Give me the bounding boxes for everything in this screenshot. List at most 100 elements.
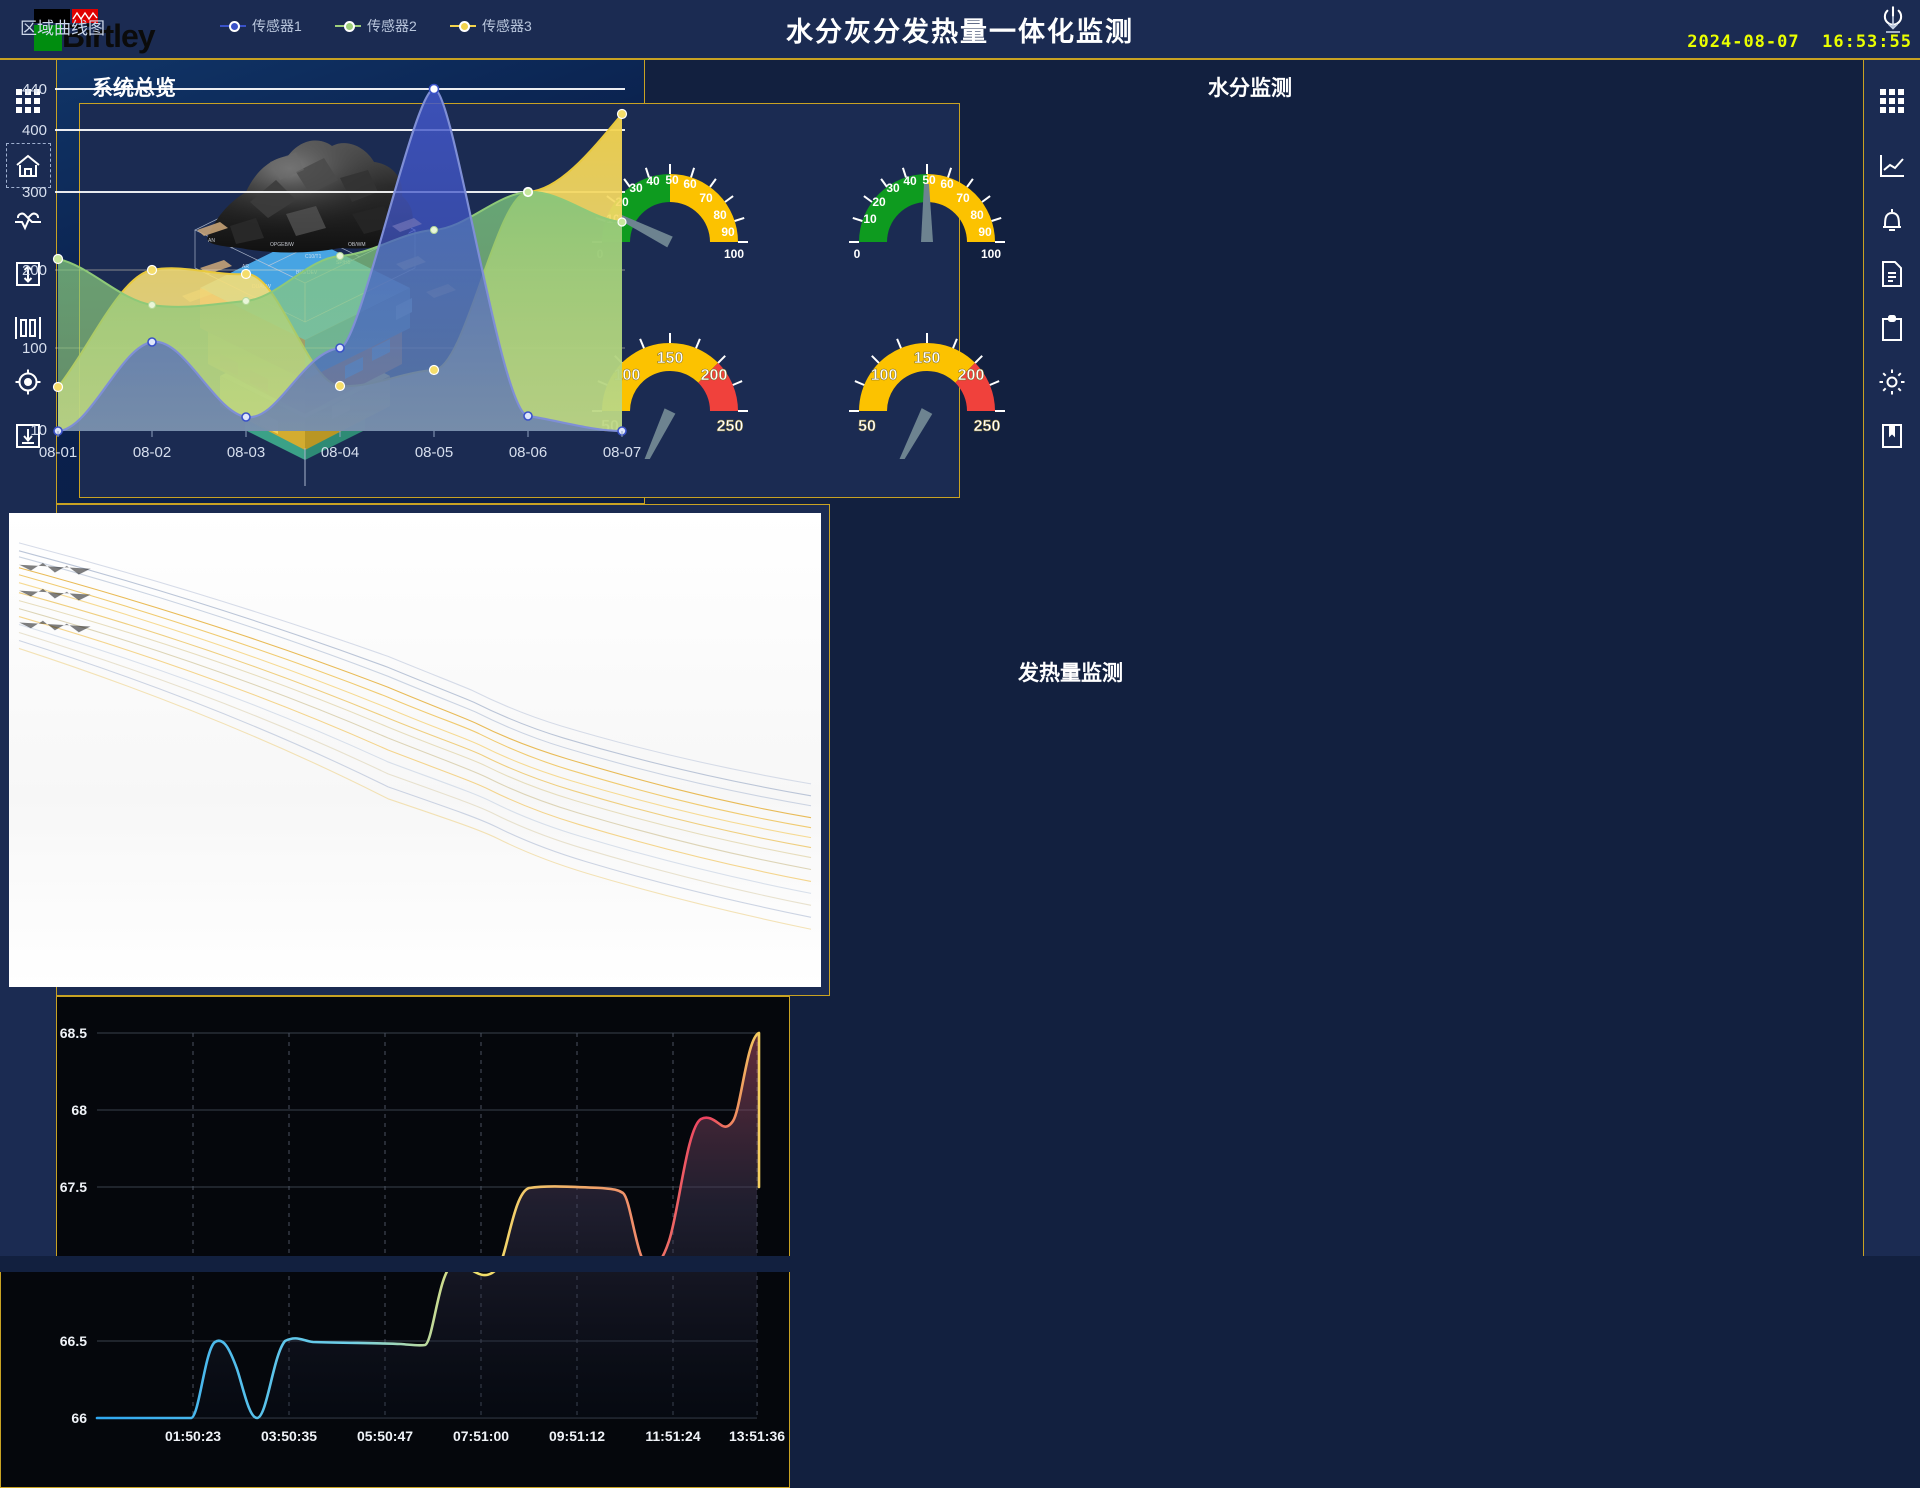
legend-marker-sensor3 xyxy=(450,21,476,32)
bookmark-icon xyxy=(1880,423,1904,449)
legend-item-sensor3[interactable]: 传感器3 xyxy=(450,16,532,36)
grid-icon xyxy=(1879,88,1905,114)
svg-text:30: 30 xyxy=(629,181,643,195)
svg-text:200: 200 xyxy=(22,262,47,279)
svg-text:08-05: 08-05 xyxy=(415,444,453,461)
target-icon xyxy=(15,369,41,395)
sidebar-item-statistics[interactable] xyxy=(6,305,51,350)
bell-icon xyxy=(1879,207,1905,233)
sidebar-item-reports[interactable] xyxy=(1870,251,1915,296)
svg-text:OB/WM: OB/WM xyxy=(348,242,366,248)
svg-text:80: 80 xyxy=(713,208,727,222)
svg-text:08-07: 08-07 xyxy=(603,444,641,461)
svg-text:68.5: 68.5 xyxy=(60,1025,87,1041)
sidebar-item-calibration[interactable] xyxy=(6,251,51,296)
line-chart-icon xyxy=(1878,153,1906,179)
svg-text:250: 250 xyxy=(974,418,1001,435)
svg-text:50: 50 xyxy=(665,173,679,187)
sidebar-item-apps[interactable] xyxy=(1870,78,1915,123)
svg-text:440: 440 xyxy=(22,81,47,98)
svg-text:08-01: 08-01 xyxy=(39,444,77,461)
legend-marker-sensor2 xyxy=(335,21,361,32)
svg-text:08-02: 08-02 xyxy=(133,444,171,461)
sidebar-item-export[interactable] xyxy=(6,413,51,458)
svg-text:AR: AR xyxy=(242,264,249,270)
svg-text:400: 400 xyxy=(22,122,47,139)
svg-text:40: 40 xyxy=(646,174,660,188)
document-icon xyxy=(1880,260,1904,288)
svg-text:300: 300 xyxy=(22,184,47,201)
svg-text:08-04: 08-04 xyxy=(321,444,359,461)
svg-text:80: 80 xyxy=(970,208,984,222)
svg-text:20: 20 xyxy=(872,195,886,209)
vertical-arrows-box-icon xyxy=(15,261,41,287)
logo-red-zigzag xyxy=(72,9,98,23)
svg-text:10: 10 xyxy=(30,422,47,439)
svg-text:11:51:24: 11:51:24 xyxy=(645,1428,700,1444)
svg-text:10: 10 xyxy=(863,212,877,226)
svg-text:150: 150 xyxy=(914,350,941,367)
calorific-value-chart[interactable]: 68.5 68 67.5 67 66.5 66 01:50:23 03:50:3… xyxy=(1,997,789,1487)
legend-item-sensor2[interactable]: 传感器2 xyxy=(335,16,417,36)
svg-text:09:51:12: 09:51:12 xyxy=(549,1428,605,1444)
svg-text:70: 70 xyxy=(956,191,970,205)
gauge-moisture-2[interactable]: 0 10 20 30 40 50 60 70 80 90 100 xyxy=(842,122,1012,292)
logo-wordmark: Birtley xyxy=(62,18,156,54)
svg-text:40: 40 xyxy=(903,174,917,188)
moisture-area-chart[interactable]: 440 400 300 200 100 10 08-01 08-02 08-03… xyxy=(0,52,645,504)
right-sidebar xyxy=(1863,60,1920,1272)
calorific-panel: 68.5 68 67.5 67 66.5 66 01:50:23 03:50:3… xyxy=(0,996,790,1488)
time-text: 16:53:55 xyxy=(1822,32,1912,52)
svg-text:60: 60 xyxy=(683,177,697,191)
svg-text:05:50:47: 05:50:47 xyxy=(357,1428,413,1444)
ash-spectra-chart[interactable] xyxy=(9,513,821,987)
clipboard-icon xyxy=(1880,314,1904,342)
sidebar-item-monitoring[interactable] xyxy=(6,197,51,242)
logo-green-square xyxy=(34,25,62,51)
svg-text:200: 200 xyxy=(958,367,985,384)
sidebar-item-alarms[interactable] xyxy=(1870,197,1915,242)
svg-text:100: 100 xyxy=(724,247,744,261)
brand-logo: Birtley xyxy=(24,6,156,54)
moisture-panel-title: 水分监测 xyxy=(1208,77,1292,100)
moisture-panel: 区域曲线图 传感器1 传感器2 传感器3 xyxy=(0,0,1920,504)
svg-text:200: 200 xyxy=(701,367,728,384)
svg-text:50: 50 xyxy=(858,418,876,435)
bar-chart-icon xyxy=(14,316,42,340)
legend-item-sensor1[interactable]: 传感器1 xyxy=(220,16,302,36)
svg-text:08-03: 08-03 xyxy=(227,444,265,461)
sidebar-item-home[interactable] xyxy=(5,143,51,188)
sidebar-item-bookmarks[interactable] xyxy=(1870,413,1915,458)
grid-icon xyxy=(15,88,41,114)
page-title: 水分灰分发热量一体化监测 xyxy=(786,16,1134,47)
svg-text:66: 66 xyxy=(71,1410,87,1426)
legend-label-sensor3: 传感器3 xyxy=(482,18,532,34)
svg-text:150: 150 xyxy=(657,350,684,367)
svg-text:67.5: 67.5 xyxy=(60,1179,87,1195)
download-box-icon xyxy=(15,423,41,449)
sidebar-item-trends[interactable] xyxy=(1870,143,1915,188)
datetime-display: 2024-08-07 16:53:55 xyxy=(1687,32,1912,52)
svg-text:90: 90 xyxy=(721,225,735,239)
svg-text:OPGEB/W: OPGEB/W xyxy=(270,242,294,248)
ash-panel xyxy=(0,504,830,996)
legend-label-sensor1: 传感器1 xyxy=(252,18,302,34)
sidebar-item-menu-grid[interactable] xyxy=(6,78,51,123)
svg-text:70: 70 xyxy=(699,191,713,205)
logo-black-square xyxy=(34,9,70,23)
gear-icon xyxy=(1878,368,1906,396)
sidebar-item-settings[interactable] xyxy=(1870,359,1915,404)
gauge-ash-2[interactable]: 50 100 150 200 250 xyxy=(842,289,1012,464)
svg-text:100: 100 xyxy=(981,247,1001,261)
bottom-strip xyxy=(0,1256,1920,1272)
sidebar-item-tasks[interactable] xyxy=(1870,305,1915,350)
svg-text:08-06: 08-06 xyxy=(509,444,547,461)
calorific-panel-title: 发热量监测 xyxy=(1018,662,1123,685)
svg-text:AN: AN xyxy=(208,238,215,244)
svg-text:50: 50 xyxy=(922,173,936,187)
date-text: 2024-08-07 xyxy=(1687,32,1800,52)
moisture-chart-header: 区域曲线图 传感器1 传感器2 传感器3 xyxy=(0,0,1920,52)
moisture-chart-label: 区域曲线图 xyxy=(20,19,105,38)
svg-text:66.5: 66.5 xyxy=(60,1333,87,1349)
sidebar-item-locate[interactable] xyxy=(6,359,51,404)
